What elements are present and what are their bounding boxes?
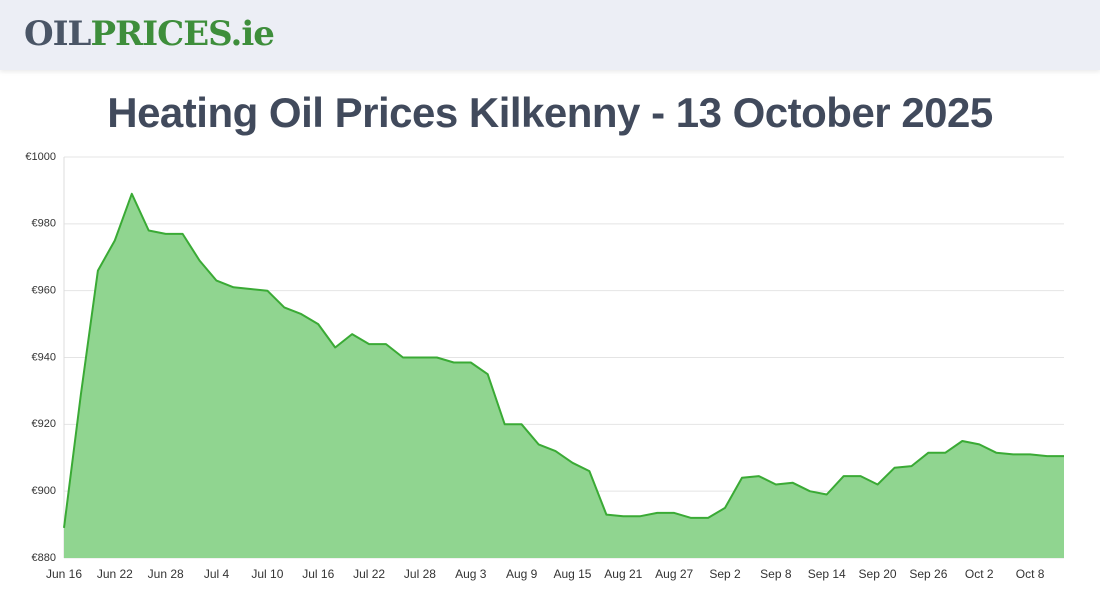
x-tick-label: Jun 16 bbox=[46, 567, 82, 581]
y-tick-label: €960 bbox=[32, 285, 56, 297]
x-tick-label: Sep 20 bbox=[859, 567, 897, 581]
x-tick-label: Jul 4 bbox=[204, 567, 230, 581]
x-tick-label: Jun 28 bbox=[148, 567, 184, 581]
x-tick-label: Sep 8 bbox=[760, 567, 792, 581]
y-tick-label: €980 bbox=[32, 218, 56, 230]
x-tick-label: Sep 2 bbox=[709, 567, 741, 581]
y-tick-label: €1000 bbox=[25, 151, 56, 163]
x-tick-label: Jul 10 bbox=[251, 567, 283, 581]
x-tick-label: Jun 22 bbox=[97, 567, 133, 581]
x-tick-label: Oct 8 bbox=[1016, 567, 1045, 581]
logo[interactable]: OILPRICES.ie bbox=[24, 14, 275, 54]
x-tick-label: Sep 26 bbox=[909, 567, 947, 581]
x-tick-label: Oct 2 bbox=[965, 567, 994, 581]
area bbox=[64, 193, 1064, 559]
logo-part: OIL bbox=[24, 14, 91, 54]
line bbox=[63, 192, 1064, 529]
x-tick-label: Aug 15 bbox=[553, 567, 591, 581]
x-tick-label: Aug 27 bbox=[655, 567, 693, 581]
y-tick-label: €920 bbox=[32, 418, 56, 430]
logo-part: .ie bbox=[230, 14, 274, 54]
x-tick-label: Aug 3 bbox=[455, 567, 487, 581]
x-tick-label: Aug 21 bbox=[604, 567, 642, 581]
y-tick-label: €900 bbox=[32, 485, 56, 497]
logo-part: PRICES bbox=[90, 14, 231, 54]
x-tick-label: Jul 16 bbox=[302, 567, 334, 581]
chart-title: Heating Oil Prices Kilkenny - 13 October… bbox=[107, 89, 993, 136]
header: OILPRICES.ie bbox=[0, 0, 1100, 70]
x-tick-label: Sep 14 bbox=[808, 567, 846, 581]
x-tick-label: Aug 9 bbox=[506, 567, 538, 581]
x-tick-label: Jul 22 bbox=[353, 567, 385, 581]
y-tick-label: €940 bbox=[32, 351, 56, 363]
x-tick-label: Jul 28 bbox=[404, 567, 436, 581]
y-tick-label: €880 bbox=[32, 552, 56, 564]
